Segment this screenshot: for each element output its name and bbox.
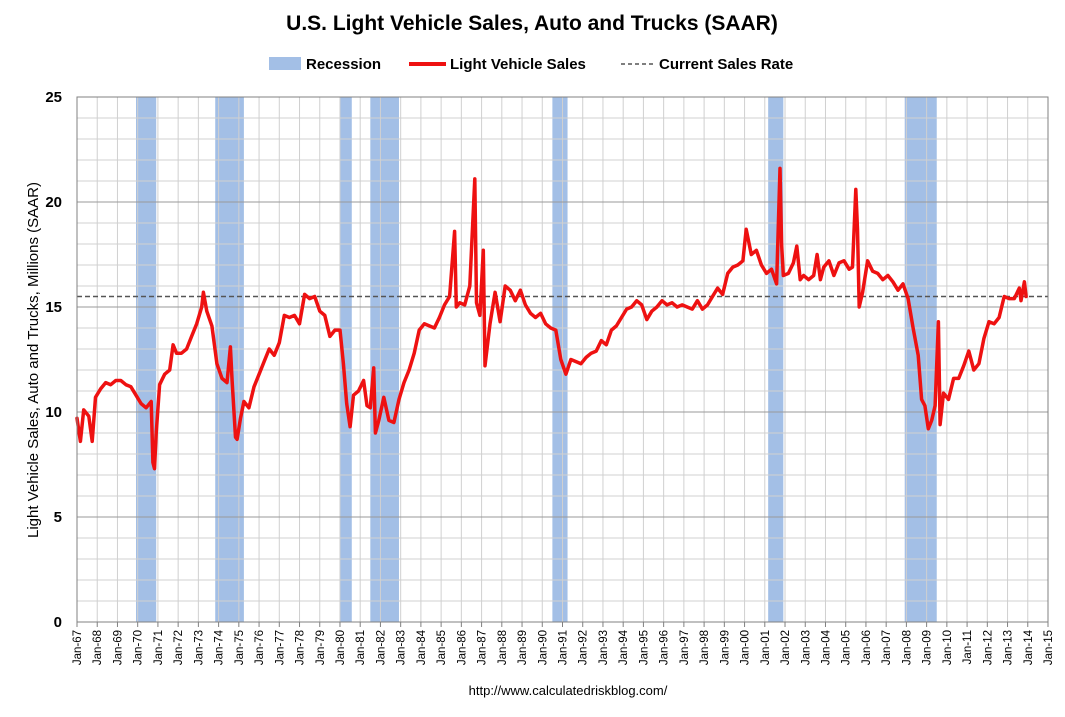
- x-tick-label: Jan-08: [901, 630, 913, 665]
- recession-band: [370, 97, 399, 622]
- x-tick-label: Jan-91: [558, 630, 570, 665]
- y-tick-label: 15: [45, 299, 62, 316]
- x-tick-label: Jan-11: [962, 630, 974, 664]
- y-tick-labels: 0 5 10 15 20 25: [45, 89, 62, 631]
- x-tick-label: Jan-78: [295, 630, 307, 665]
- x-tick-label: Jan-74: [214, 629, 226, 665]
- y-tick-label: 25: [45, 89, 62, 106]
- plot-frame: [76, 96, 1049, 627]
- x-tick-label: Jan-73: [193, 630, 205, 665]
- x-tick-label: Jan-97: [679, 630, 691, 665]
- y-tick-label: 5: [54, 509, 62, 526]
- y-axis-label: Light Vehicle Sales, Auto and Trucks, Mi…: [25, 182, 42, 538]
- x-tick-label: Jan-96: [659, 630, 671, 665]
- x-tick-label: Jan-09: [922, 630, 934, 665]
- x-tick-label: Jan-07: [881, 630, 893, 665]
- x-tick-labels: Jan-67 Jan-68 Jan-69 Jan-70 Jan-71 Jan-72 Jan-…: [72, 629, 1055, 665]
- x-tick-label: Jan-95: [638, 630, 650, 665]
- legend-recession-swatch: [269, 57, 301, 70]
- x-tick-label: Jan-12: [982, 630, 994, 665]
- x-tick-label: Jan-04: [820, 629, 832, 665]
- x-tick-label: Jan-80: [335, 630, 347, 665]
- x-tick-label: Jan-94: [618, 629, 630, 665]
- x-tick-label: Jan-14: [1023, 629, 1035, 665]
- x-tick-label: Jan-69: [112, 630, 124, 665]
- y-tick-label: 0: [54, 614, 62, 631]
- x-tick-label: Jan-01: [760, 630, 772, 665]
- x-tick-label: Jan-82: [375, 630, 387, 665]
- x-tick-label: Jan-06: [861, 630, 873, 665]
- x-tick-label: Jan-99: [719, 630, 731, 665]
- x-tick-label: Jan-84: [416, 629, 428, 665]
- x-tick-label: Jan-67: [72, 630, 84, 665]
- x-tick-label: Jan-03: [800, 630, 812, 665]
- x-tick-label: Jan-76: [254, 630, 266, 665]
- source-url: http://www.calculatedriskblog.com/: [469, 683, 668, 698]
- x-tick-label: Jan-13: [1003, 630, 1015, 665]
- x-tick-label: Jan-88: [497, 630, 509, 665]
- x-tick-label: Jan-87: [477, 630, 489, 665]
- y-tick-label: 20: [45, 194, 62, 211]
- x-tick-label: Jan-10: [942, 630, 954, 665]
- x-tick-label: Jan-02: [780, 630, 792, 665]
- x-tick-label: Jan-75: [234, 630, 246, 665]
- sales-series-line: [75, 166, 1028, 471]
- x-tick-label: Jan-92: [578, 630, 590, 665]
- x-tick-label: Jan-15: [1043, 630, 1055, 665]
- legend: Recession Light Vehicle Sales Current Sa…: [269, 56, 793, 73]
- x-tick-label: Jan-77: [274, 630, 286, 665]
- recession-band: [136, 97, 157, 622]
- x-tick-label: Jan-85: [436, 630, 448, 665]
- x-tick-label: Jan-79: [315, 630, 327, 665]
- series-layer: [75, 166, 1028, 471]
- x-tick-label: Jan-70: [133, 630, 145, 665]
- legend-sales-label: Light Vehicle Sales: [450, 56, 586, 73]
- x-tick-label: Jan-86: [456, 630, 468, 665]
- legend-current-rate-label: Current Sales Rate: [659, 56, 793, 73]
- x-tick-label: Jan-83: [396, 630, 408, 665]
- x-tick-label: Jan-68: [92, 630, 104, 665]
- x-tick-label: Jan-98: [699, 630, 711, 665]
- recession-bands: [136, 97, 937, 622]
- recession-band: [904, 97, 937, 622]
- x-tick-label: Jan-05: [841, 630, 853, 665]
- x-tick-label: Jan-89: [517, 630, 529, 665]
- x-tick-label: Jan-90: [537, 630, 549, 665]
- recession-band: [339, 97, 352, 622]
- x-tick-label: Jan-71: [153, 630, 165, 665]
- chart-title: U.S. Light Vehicle Sales, Auto and Truck…: [286, 12, 778, 35]
- x-tick-label: Jan-72: [173, 630, 185, 665]
- y-tick-label: 10: [45, 404, 62, 421]
- x-tick-label: Jan-81: [355, 630, 367, 665]
- legend-recession-label: Recession: [306, 56, 381, 73]
- x-tick-label: Jan-00: [740, 630, 752, 665]
- x-tick-label: Jan-93: [598, 630, 610, 665]
